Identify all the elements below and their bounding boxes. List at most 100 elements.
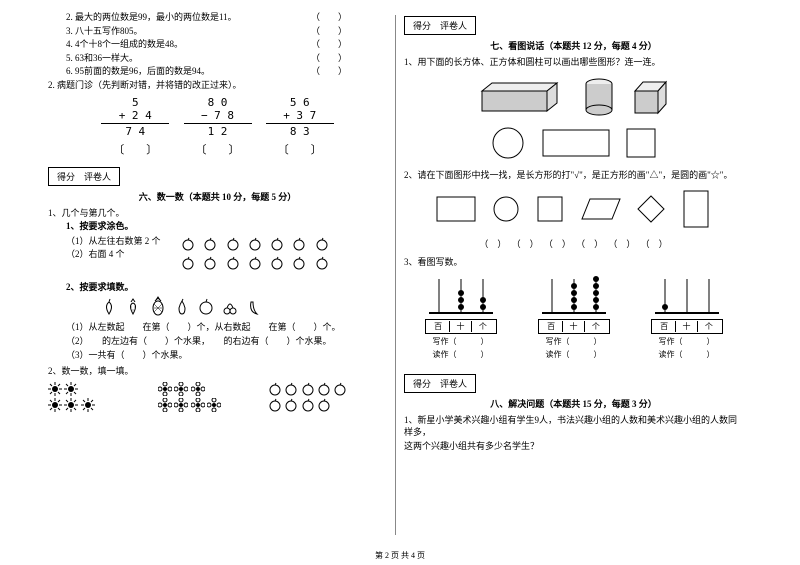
- apple-icon: [270, 256, 284, 270]
- banana-icon: [247, 298, 263, 316]
- paren: （ ）: [575, 237, 605, 250]
- paren: （ ）: [510, 237, 540, 250]
- math-c: 8 3: [260, 125, 340, 138]
- q2-title: 2. 病题门诊（先判断对错，并将错的改正过来）。: [48, 79, 387, 92]
- col-label: 百: [654, 321, 676, 332]
- math-b: + 3 7: [260, 109, 340, 122]
- apple-icon: [317, 398, 331, 412]
- q1-1: 1、按要求涂色。: [48, 220, 387, 233]
- tf-item: 3. 八十五写作805。（ ）: [48, 25, 387, 38]
- q8-1a: 1、新星小学美术兴趣小组有学生9人，书法兴趣小组的人数和美术兴趣小组的人数同样多…: [404, 414, 743, 439]
- pineapple-icon: [150, 296, 166, 316]
- col-label: 个: [472, 321, 493, 332]
- abacus-3: 百十个 写作（ ） 读作（ ）: [651, 273, 723, 360]
- pear-icon: [174, 298, 190, 316]
- apple-icon: [248, 237, 262, 251]
- math-paren: 〔 〕: [95, 141, 175, 157]
- abacus-1: 百十个 写作（ ） 读作（ ）: [425, 273, 497, 360]
- apple-icon: [268, 382, 282, 396]
- apple-icon: [198, 298, 214, 316]
- apple-icon: [315, 237, 329, 251]
- abacus-labels: 百十个: [538, 319, 610, 334]
- col-label: 百: [428, 321, 450, 332]
- page-footer: 第 2 页 共 4 页: [0, 550, 800, 561]
- score-box: 得分 评卷人: [404, 374, 476, 393]
- q7-2: 2、请在下面图形中找一找，是长方形的打"√"，是正方形的画"△"，是圆的画"☆"…: [404, 169, 743, 182]
- apple-icon: [315, 256, 329, 270]
- tf-text: 3. 八十五写作805。: [66, 26, 143, 36]
- sun-icon: [81, 398, 95, 412]
- rectangle-icon: [541, 128, 611, 158]
- circle-icon: [491, 194, 521, 224]
- apple-icon: [181, 256, 195, 270]
- read-label: 读作（ ）: [651, 349, 723, 360]
- q1: 1、几个与第几个。: [48, 207, 387, 220]
- solids-row: [404, 77, 743, 117]
- abacus-labels: 百十个: [425, 319, 497, 334]
- apple-icon: [333, 382, 347, 396]
- circle-icon: [490, 125, 526, 161]
- apple-icon: [270, 237, 284, 251]
- paren: （ ）: [607, 237, 637, 250]
- math-c: 7 4: [95, 125, 175, 138]
- q1-2a: （1）从左数起 在第（ ）个，从右数起 在第（ ）个。: [48, 321, 387, 334]
- diamond-icon: [636, 194, 666, 224]
- flower-icon: [158, 382, 172, 396]
- abacus-row: 百十个 写作（ ） 读作（ ） 百十个 写作（ ） 读作（ ）: [404, 273, 743, 360]
- read-label: 读作（ ）: [538, 349, 610, 360]
- col-label: 百: [541, 321, 563, 332]
- math-rule: [101, 123, 169, 124]
- paren: （ ）: [478, 237, 508, 250]
- apple-rows: [178, 234, 332, 275]
- square-icon: [535, 194, 565, 224]
- math-problems: 5 + 2 4 7 4 〔 〕 8 0 − 7 8 1 2 〔 〕 5 6 + …: [48, 96, 387, 157]
- q2: 2、数一数，填一填。: [48, 365, 387, 378]
- tf-item: 4. 4个十8个一组成的数是48。（ ）: [48, 38, 387, 51]
- sun-icon: [48, 398, 62, 412]
- abacus-2: 百十个 写作（ ） 读作（ ）: [538, 273, 610, 360]
- tf-text: 5. 63和36一样大。: [66, 53, 138, 63]
- bracket: （ ）: [311, 11, 347, 24]
- score-box: 得分 评卷人: [48, 167, 120, 186]
- strawberry-icon: [125, 298, 141, 316]
- section-8-title: 八、解决问题（本题共 15 分，每题 3 分）: [404, 397, 743, 410]
- math-a: 5 6: [260, 96, 340, 109]
- apple-icon: [203, 256, 217, 270]
- sun-icon: [64, 398, 78, 412]
- cylinder-icon: [582, 77, 616, 117]
- q1-1b: （2）右面 4 个: [48, 248, 178, 261]
- apple-icon: [292, 237, 306, 251]
- q8-1b: 这两个兴趣小组共有多少名学生？: [404, 440, 743, 453]
- math-paren: 〔 〕: [178, 141, 258, 157]
- flower-icon: [174, 382, 188, 396]
- apple-icon: [284, 382, 298, 396]
- flower-icon: [191, 398, 205, 412]
- flower-icon: [174, 398, 188, 412]
- cube-icon: [630, 77, 670, 117]
- abacus-icon: [425, 273, 497, 317]
- mixed-fruit-row: [98, 296, 387, 318]
- score-box: 得分 评卷人: [404, 16, 476, 35]
- apple-icon: [268, 398, 282, 412]
- flower-icon: [207, 398, 221, 412]
- apple-icon: [203, 237, 217, 251]
- apple-icon: [181, 237, 195, 251]
- math-problem: 5 6 + 3 7 8 3 〔 〕: [260, 96, 340, 157]
- apple-icon: [226, 256, 240, 270]
- write-label: 写作（ ）: [651, 336, 723, 347]
- math-rule: [184, 123, 252, 124]
- flower-icon: [191, 382, 205, 396]
- section-7-title: 七、看图说话（本题共 12 分，每题 4 分）: [404, 39, 743, 52]
- sun-icon: [64, 382, 78, 396]
- parallelogram-icon: [580, 195, 622, 223]
- apple-icon: [284, 398, 298, 412]
- abacus-icon: [651, 273, 723, 317]
- read-label: 读作（ ）: [425, 349, 497, 360]
- q7-3: 3、看图写数。: [404, 256, 743, 269]
- page-container: 2. 最大的两位数是99，最小的两位数是11。（ ） 3. 八十五写作805。（…: [40, 10, 760, 550]
- bracket: （ ）: [311, 65, 347, 78]
- math-a: 8 0: [178, 96, 258, 109]
- apple-icon: [248, 256, 262, 270]
- write-label: 写作（ ）: [425, 336, 497, 347]
- peach-icon: [101, 298, 117, 316]
